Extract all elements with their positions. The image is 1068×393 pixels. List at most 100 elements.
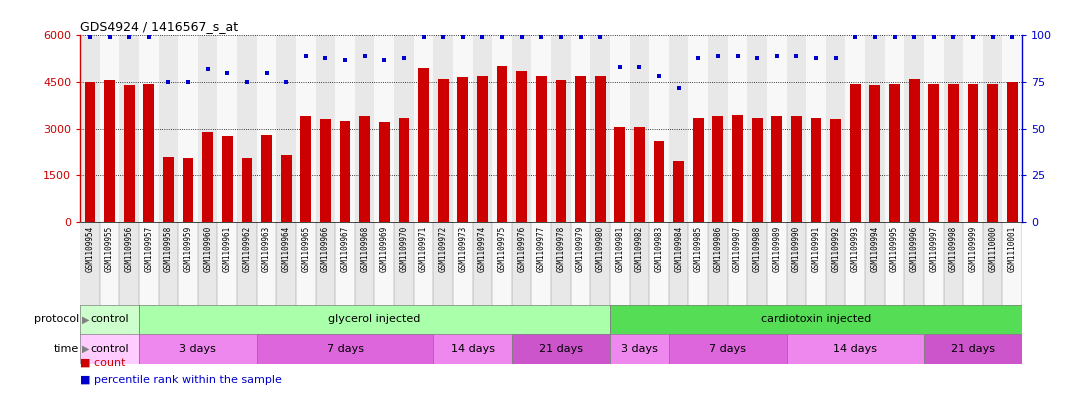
Bar bbox=[256, 334, 434, 364]
Text: GSM1109993: GSM1109993 bbox=[851, 226, 860, 272]
Bar bbox=[163, 157, 174, 222]
Bar bbox=[355, 222, 375, 305]
Bar bbox=[551, 35, 570, 222]
Bar bbox=[614, 127, 625, 222]
Text: GSM1109983: GSM1109983 bbox=[655, 226, 663, 272]
Bar bbox=[80, 334, 139, 364]
Bar bbox=[99, 222, 120, 305]
Text: GSM1109996: GSM1109996 bbox=[910, 226, 918, 272]
Text: 3 days: 3 days bbox=[179, 344, 217, 354]
Bar bbox=[948, 84, 959, 222]
Bar bbox=[124, 85, 135, 222]
Text: time: time bbox=[53, 344, 79, 354]
Bar bbox=[826, 35, 846, 222]
Text: GSM1109971: GSM1109971 bbox=[419, 226, 428, 272]
Bar bbox=[355, 35, 375, 222]
Bar bbox=[905, 222, 924, 305]
Bar bbox=[198, 35, 218, 222]
Text: GDS4924 / 1416567_s_at: GDS4924 / 1416567_s_at bbox=[80, 20, 238, 33]
Bar bbox=[492, 35, 512, 222]
Bar bbox=[649, 222, 669, 305]
Text: GSM1109963: GSM1109963 bbox=[262, 226, 271, 272]
Bar bbox=[884, 222, 905, 305]
Text: GSM1109988: GSM1109988 bbox=[753, 226, 761, 272]
Bar bbox=[413, 35, 434, 222]
Bar bbox=[791, 116, 802, 222]
Bar bbox=[943, 222, 963, 305]
Bar bbox=[968, 84, 978, 222]
Text: ■ percentile rank within the sample: ■ percentile rank within the sample bbox=[80, 375, 282, 385]
Text: GSM1109968: GSM1109968 bbox=[360, 226, 370, 272]
Bar bbox=[80, 305, 139, 334]
Bar bbox=[983, 35, 1003, 222]
Bar bbox=[178, 35, 198, 222]
Bar bbox=[963, 222, 983, 305]
Bar bbox=[712, 116, 723, 222]
Bar bbox=[983, 222, 1003, 305]
Text: GSM1109992: GSM1109992 bbox=[831, 226, 841, 272]
Bar bbox=[296, 222, 316, 305]
Bar bbox=[120, 222, 139, 305]
Text: ▶: ▶ bbox=[82, 314, 90, 324]
Bar bbox=[198, 222, 218, 305]
Bar bbox=[434, 334, 512, 364]
Bar bbox=[335, 222, 355, 305]
Bar bbox=[277, 35, 296, 222]
Bar bbox=[846, 35, 865, 222]
Bar bbox=[237, 35, 256, 222]
Bar bbox=[472, 35, 492, 222]
Text: protocol: protocol bbox=[34, 314, 79, 324]
Bar bbox=[733, 115, 743, 222]
Bar bbox=[1003, 35, 1022, 222]
Text: 21 days: 21 days bbox=[951, 344, 995, 354]
Text: 14 days: 14 days bbox=[833, 344, 877, 354]
Text: GSM1109954: GSM1109954 bbox=[85, 226, 94, 272]
Bar bbox=[771, 116, 782, 222]
Bar bbox=[570, 222, 591, 305]
Bar bbox=[905, 35, 924, 222]
Bar bbox=[139, 305, 610, 334]
Bar bbox=[890, 84, 900, 222]
Bar bbox=[610, 334, 669, 364]
Bar bbox=[693, 118, 704, 222]
Bar bbox=[315, 35, 335, 222]
Bar bbox=[576, 76, 586, 222]
Bar bbox=[277, 222, 296, 305]
Bar bbox=[256, 35, 277, 222]
Bar bbox=[727, 222, 748, 305]
Bar bbox=[673, 162, 684, 222]
Bar bbox=[924, 334, 1022, 364]
Bar bbox=[315, 222, 335, 305]
Bar bbox=[281, 155, 292, 222]
Bar bbox=[413, 222, 434, 305]
Text: GSM1109966: GSM1109966 bbox=[320, 226, 330, 272]
Bar bbox=[551, 222, 570, 305]
Text: GSM1109959: GSM1109959 bbox=[184, 226, 192, 272]
Bar bbox=[865, 35, 884, 222]
Bar bbox=[139, 222, 159, 305]
Bar bbox=[591, 35, 610, 222]
Bar bbox=[1007, 82, 1018, 222]
Bar bbox=[139, 35, 158, 222]
Bar bbox=[497, 66, 507, 222]
Bar bbox=[811, 118, 821, 222]
Bar bbox=[767, 222, 786, 305]
Bar bbox=[629, 222, 649, 305]
Text: 7 days: 7 days bbox=[327, 344, 363, 354]
Bar bbox=[865, 222, 884, 305]
Bar bbox=[143, 84, 154, 222]
Bar bbox=[296, 35, 315, 222]
Bar bbox=[320, 119, 331, 222]
Bar bbox=[669, 334, 786, 364]
Bar bbox=[846, 222, 865, 305]
Bar bbox=[516, 71, 527, 222]
Bar bbox=[183, 158, 193, 222]
Text: GSM1109977: GSM1109977 bbox=[537, 226, 546, 272]
Bar bbox=[786, 222, 806, 305]
Bar bbox=[218, 222, 237, 305]
Text: GSM1109972: GSM1109972 bbox=[439, 226, 447, 272]
Text: GSM1109969: GSM1109969 bbox=[380, 226, 389, 272]
Bar bbox=[340, 121, 350, 222]
Bar bbox=[649, 35, 669, 222]
Text: ▶: ▶ bbox=[82, 344, 90, 354]
